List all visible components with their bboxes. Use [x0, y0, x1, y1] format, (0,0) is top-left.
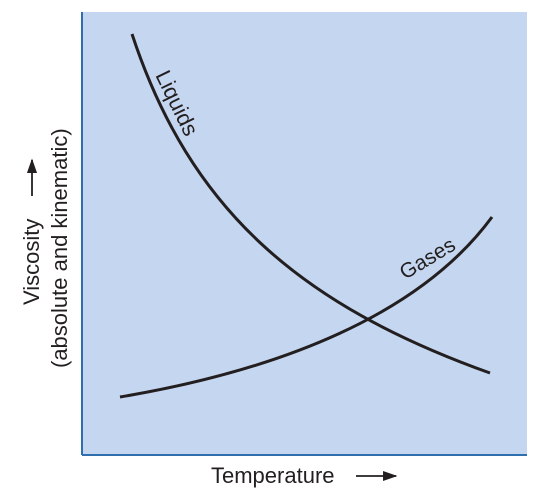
gases-curve	[119, 216, 494, 399]
y-axis-label-line1: Viscosity	[19, 219, 44, 305]
y-axis-label-group: Viscosity (absolute and kinematic)	[19, 128, 72, 368]
x-axis-label: Temperature	[211, 463, 335, 488]
plot-background	[82, 12, 527, 455]
liquids-curve	[130, 33, 491, 375]
y-axis-label-line2: (absolute and kinematic)	[47, 128, 72, 368]
